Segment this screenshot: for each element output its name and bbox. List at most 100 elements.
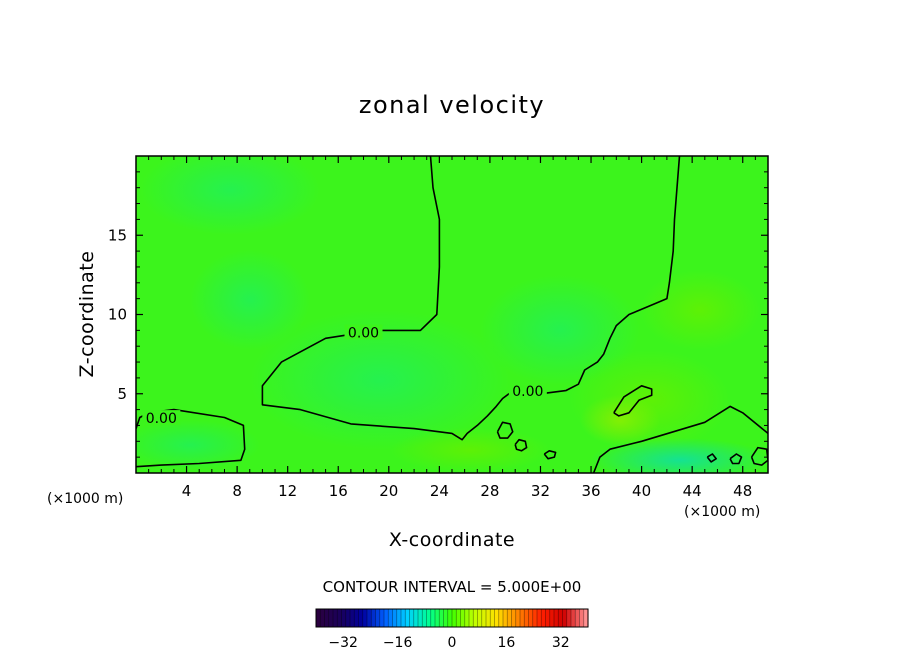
colorbar-cell bbox=[358, 609, 364, 627]
y-tick-label-5: 5 bbox=[117, 385, 127, 403]
colorbar-cell bbox=[388, 609, 394, 627]
colorbar-cell bbox=[464, 609, 470, 627]
colorbar-cell bbox=[566, 609, 572, 627]
colorbar-cell bbox=[579, 609, 585, 627]
x-tick-label-24: 24 bbox=[430, 482, 449, 500]
x-tick-label-40: 40 bbox=[632, 482, 651, 500]
colorbar-cell bbox=[460, 609, 466, 627]
colorbar-cell bbox=[435, 609, 440, 627]
colorbar-cell bbox=[554, 609, 559, 627]
contour-line-6 bbox=[543, 450, 557, 460]
colorbar-cell bbox=[418, 609, 423, 627]
colorbar-cell bbox=[426, 609, 432, 627]
colorbar-tick-label-4: 32 bbox=[552, 635, 570, 651]
colorbar-cell bbox=[375, 609, 381, 627]
colorbar-cell bbox=[430, 609, 436, 627]
colorbar-cell bbox=[452, 609, 457, 627]
colorbar-cell bbox=[498, 609, 504, 627]
colorbar-cell bbox=[328, 609, 334, 627]
colorbar-cell bbox=[583, 609, 589, 627]
colorbar-cell bbox=[396, 609, 402, 627]
colorbar-cell bbox=[545, 609, 551, 627]
x-tick-label-44: 44 bbox=[683, 482, 702, 500]
colorbar-cell bbox=[511, 609, 517, 627]
colorbar-cell bbox=[469, 609, 474, 627]
colorbar-cell bbox=[537, 609, 542, 627]
colorbar-cell bbox=[341, 609, 347, 627]
colorbar-cell bbox=[549, 609, 555, 627]
colorbar-cell bbox=[473, 609, 479, 627]
x-unit-right: (×1000 m) bbox=[684, 504, 760, 520]
x-tick-label-28: 28 bbox=[480, 482, 499, 500]
contour-line-3 bbox=[613, 385, 653, 417]
x-tick-label-36: 36 bbox=[581, 482, 600, 500]
x-tick-label-32: 32 bbox=[531, 482, 550, 500]
colorbar-cell bbox=[384, 609, 389, 627]
colorbar-cell bbox=[494, 609, 500, 627]
colorbar-cell bbox=[520, 609, 525, 627]
x-tick-label-8: 8 bbox=[232, 482, 242, 500]
colorbar-cell bbox=[333, 609, 338, 627]
x-tick-label-12: 12 bbox=[278, 482, 297, 500]
contour-label-bg-0 bbox=[344, 324, 383, 340]
colorbar-cell bbox=[562, 609, 568, 627]
contour-line-5 bbox=[514, 438, 528, 452]
colorbar-cell bbox=[524, 609, 530, 627]
colorbar-cell bbox=[422, 609, 428, 627]
colorbar-tick-label-3: 16 bbox=[497, 635, 515, 651]
colorbar-ticks: −32 −16 0 16 32 bbox=[328, 635, 569, 651]
y-tick-label-15: 15 bbox=[108, 226, 127, 244]
colorbar-tick-label-1: −16 bbox=[383, 635, 413, 651]
colorbar-cell bbox=[362, 609, 368, 627]
colorbar-cell bbox=[481, 609, 487, 627]
colorbar-cell bbox=[503, 609, 508, 627]
colorbar-cell bbox=[345, 609, 351, 627]
contour-interval-note: CONTOUR INTERVAL = 5.000E+00 bbox=[323, 578, 582, 596]
y-tick-label-10: 10 bbox=[108, 306, 127, 324]
colorbar-cell bbox=[379, 609, 385, 627]
velocity-field bbox=[136, 156, 768, 473]
y-axis-ticks: 5 10 15 bbox=[108, 171, 768, 458]
contour-line-7 bbox=[750, 446, 768, 466]
colorbar-cell bbox=[558, 609, 564, 627]
x-tick-label-16: 16 bbox=[329, 482, 348, 500]
colorbar-frame bbox=[315, 608, 589, 628]
colorbar-cell bbox=[337, 609, 343, 627]
contour-line-4 bbox=[496, 421, 514, 439]
colorbar-cell bbox=[515, 609, 521, 627]
colorbar-cell bbox=[392, 609, 398, 627]
x-unit-left: (×1000 m) bbox=[47, 491, 123, 507]
contour-label-0: 0.00 bbox=[348, 326, 379, 342]
colorbar-cell bbox=[413, 609, 419, 627]
y-axis-label: Z-coordinate bbox=[76, 251, 98, 378]
contour-label-2: 0.00 bbox=[146, 411, 177, 427]
colorbar-cell bbox=[541, 609, 547, 627]
contour-label-bg-2 bbox=[142, 410, 181, 426]
colorbar-tick-label-0: −32 bbox=[328, 635, 358, 651]
colorbar-cell bbox=[405, 609, 411, 627]
colorbar-cell bbox=[532, 609, 538, 627]
contour-line-8 bbox=[729, 453, 743, 465]
colorbar-cell bbox=[320, 609, 326, 627]
colorbar-cell bbox=[571, 609, 576, 627]
x-tick-label-4: 4 bbox=[182, 482, 192, 500]
colorbar-cell bbox=[528, 609, 534, 627]
x-tick-label-48: 48 bbox=[733, 482, 752, 500]
colorbar-cell bbox=[371, 609, 377, 627]
colorbar-cell bbox=[367, 609, 372, 627]
colorbar-cell bbox=[477, 609, 483, 627]
colorbar-cell bbox=[409, 609, 415, 627]
contour-label-bg-1 bbox=[508, 383, 547, 399]
colorbar-cell bbox=[456, 609, 462, 627]
colorbar-cell bbox=[401, 609, 406, 627]
colorbar bbox=[315, 608, 589, 628]
contour-line-2 bbox=[592, 405, 768, 473]
contour-line-9 bbox=[706, 453, 717, 463]
colorbar-cell bbox=[350, 609, 355, 627]
x-tick-label-20: 20 bbox=[379, 482, 398, 500]
colorbar-cell bbox=[316, 609, 321, 627]
colorbar-cell bbox=[486, 609, 491, 627]
x-axis-label: X-coordinate bbox=[389, 529, 515, 551]
colorbar-cell bbox=[354, 609, 360, 627]
